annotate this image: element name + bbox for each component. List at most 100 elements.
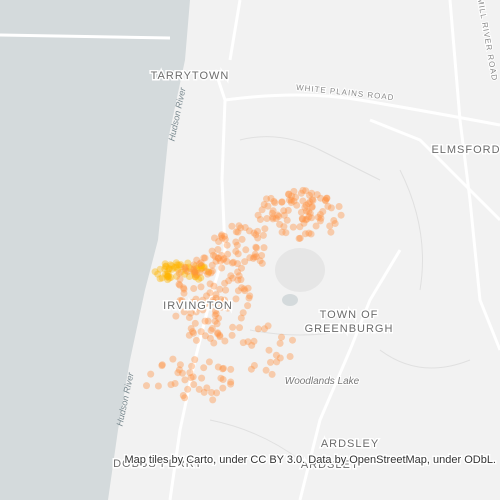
location-point (302, 216, 310, 224)
location-point (224, 250, 232, 258)
location-point (165, 274, 173, 282)
location-point (209, 251, 217, 259)
location-point (180, 284, 188, 292)
location-point (209, 298, 217, 306)
location-point (232, 228, 240, 236)
location-point (214, 363, 222, 371)
location-point (191, 273, 199, 281)
location-point (175, 280, 183, 288)
location-point (158, 362, 166, 370)
location-point (216, 257, 224, 265)
location-point (283, 216, 291, 224)
location-point (265, 346, 273, 354)
location-point (245, 294, 253, 302)
location-point (214, 330, 222, 338)
lake (282, 294, 298, 306)
location-point (264, 322, 272, 330)
location-point (299, 197, 307, 205)
location-point (326, 222, 334, 230)
location-point (156, 275, 164, 283)
location-point (287, 196, 295, 204)
road (0, 33, 171, 40)
location-point (174, 369, 182, 377)
location-point (227, 378, 235, 386)
location-point (181, 394, 189, 402)
location-point (241, 287, 249, 295)
location-point (253, 244, 260, 252)
location-point (232, 247, 240, 255)
location-point (191, 270, 199, 278)
location-point (237, 314, 245, 322)
location-point (269, 213, 277, 221)
location-point (208, 261, 216, 269)
location-point (308, 214, 316, 222)
location-point (190, 265, 198, 273)
location-point (198, 262, 205, 270)
location-point (298, 215, 306, 223)
location-point (190, 329, 197, 337)
location-point (220, 300, 228, 308)
location-point (191, 273, 199, 281)
location-point (173, 272, 181, 280)
park (275, 248, 325, 292)
location-point (228, 222, 236, 230)
location-point (217, 374, 225, 382)
location-point (319, 208, 327, 215)
location-point (176, 275, 184, 283)
location-point (158, 274, 166, 282)
location-point (191, 319, 199, 327)
location-point (214, 254, 222, 262)
location-point (220, 255, 228, 262)
location-point (191, 356, 199, 364)
location-point (191, 302, 199, 310)
place-label: IRVINGTON (163, 300, 233, 312)
location-point (237, 224, 245, 232)
location-point (264, 202, 272, 210)
location-point (177, 263, 185, 271)
location-point (335, 203, 343, 210)
location-point (193, 271, 201, 279)
location-point (221, 232, 228, 240)
location-point (195, 385, 203, 393)
location-point (211, 317, 219, 325)
location-point (201, 332, 209, 340)
location-point (192, 271, 200, 279)
location-point (261, 225, 269, 233)
location-point (305, 213, 313, 221)
location-point (244, 338, 252, 346)
location-point (299, 186, 307, 194)
location-point (259, 231, 267, 239)
location-point (189, 298, 197, 306)
location-point (164, 272, 172, 280)
location-point (180, 285, 188, 293)
location-point (202, 267, 210, 275)
location-point (197, 328, 205, 336)
location-point (258, 206, 266, 214)
place-label: TARRYTOWN (151, 70, 230, 82)
location-point (267, 194, 275, 202)
location-point (247, 365, 255, 373)
location-point (175, 366, 183, 374)
location-point (167, 274, 175, 281)
location-point (241, 258, 249, 266)
place-label: ARDSLEY (321, 438, 379, 450)
location-point (261, 325, 268, 333)
location-point (172, 259, 180, 267)
location-point (293, 201, 301, 209)
location-point (234, 268, 242, 276)
location-point (161, 265, 169, 273)
location-point (176, 281, 184, 289)
location-point (200, 364, 208, 372)
location-point (173, 261, 181, 269)
location-point (192, 295, 200, 303)
location-point (208, 325, 216, 332)
location-point (252, 253, 260, 261)
location-point (285, 190, 293, 198)
location-point (177, 268, 185, 276)
location-point (290, 187, 298, 195)
location-point (314, 213, 322, 221)
location-point (181, 263, 189, 271)
location-point (305, 200, 312, 208)
location-point (238, 284, 246, 292)
location-point (181, 376, 189, 384)
